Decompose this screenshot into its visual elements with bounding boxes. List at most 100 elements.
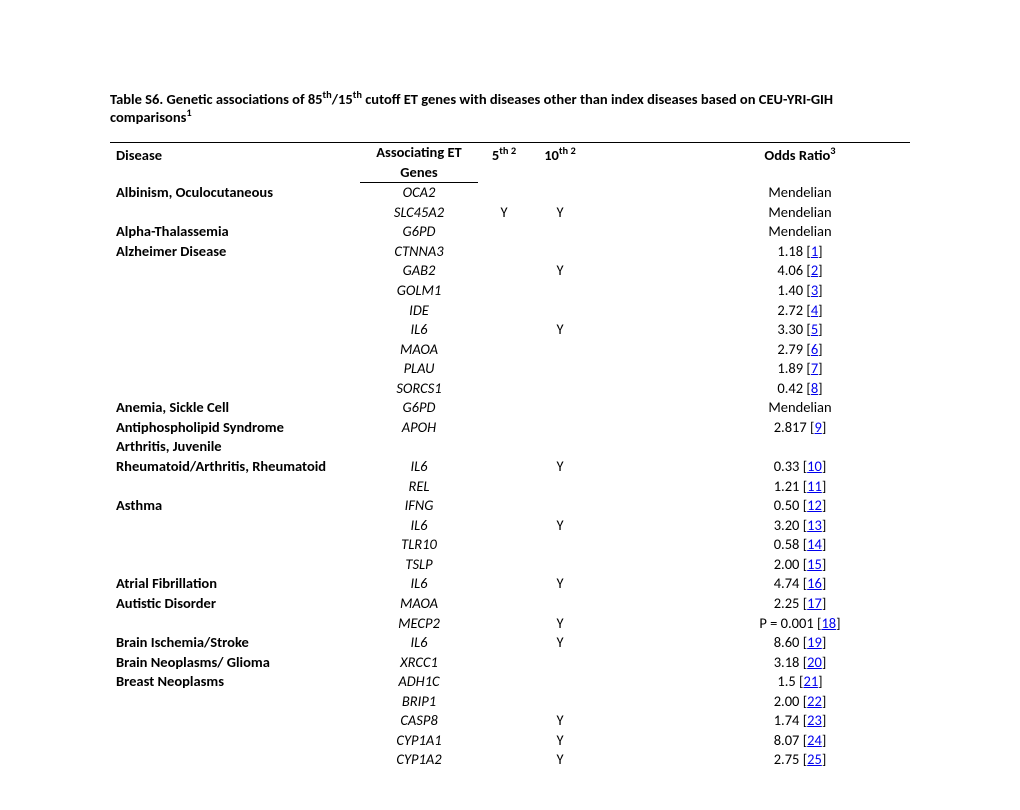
table-row: MECP2YP = 0.001 [18] [110, 614, 910, 634]
cell-5th [478, 555, 530, 575]
cell-disease [110, 555, 360, 575]
cell-5th [478, 653, 530, 673]
table-row: GOLM11.40 [3] [110, 281, 910, 301]
cell-10th [530, 183, 590, 203]
table-row: IL6Y3.20 [13] [110, 516, 910, 536]
reference-link[interactable]: 22 [807, 692, 822, 710]
odds-value: 1.21 [ [774, 477, 807, 495]
cell-disease [110, 477, 360, 497]
caption-sup-2: th [353, 88, 362, 101]
header-odds-val: Odds Ratio [764, 146, 830, 164]
cell-odds: Mendelian [690, 398, 910, 418]
table-row: Alpha-ThalassemiaG6PDMendelian [110, 222, 910, 242]
cell-10th [530, 242, 590, 262]
cell-odds: 1.21 [11] [690, 477, 910, 497]
reference-link[interactable]: 24 [807, 731, 822, 749]
reference-link[interactable]: 25 [807, 750, 822, 768]
cell-odds: 2.00 [15] [690, 555, 910, 575]
cell-spacer [590, 222, 690, 242]
reference-link[interactable]: 14 [807, 535, 822, 553]
cell-5th [478, 398, 530, 418]
cell-disease [110, 692, 360, 712]
odds-bracket-close: ] [818, 672, 822, 690]
cell-10th: Y [530, 614, 590, 634]
table-row: MAOA2.79 [6] [110, 340, 910, 360]
cell-spacer [590, 359, 690, 379]
cell-5th [478, 692, 530, 712]
cell-odds: 2.817 [9] [690, 418, 910, 438]
cell-5th [478, 261, 530, 281]
reference-link[interactable]: 12 [807, 496, 822, 514]
cell-5th [478, 672, 530, 692]
cell-spacer [590, 281, 690, 301]
cell-odds: 0.58 [14] [690, 535, 910, 555]
cell-gene: IL6 [360, 320, 478, 340]
cell-10th [530, 496, 590, 516]
reference-link[interactable]: 16 [807, 574, 822, 592]
reference-link[interactable]: 15 [807, 555, 822, 573]
cell-10th [530, 535, 590, 555]
table-row: Atrial FibrillationIL6Y4.74 [16] [110, 574, 910, 594]
cell-5th [478, 633, 530, 653]
reference-link[interactable]: 23 [807, 711, 822, 729]
table-row: Anemia, Sickle CellG6PDMendelian [110, 398, 910, 418]
cell-odds: P = 0.001 [18] [690, 614, 910, 634]
odds-value: 8.07 [ [774, 731, 807, 749]
cell-disease [110, 750, 360, 770]
odds-value: 1.18 [ [777, 242, 810, 260]
odds-value: 2.00 [ [774, 555, 807, 573]
table-row: BRIP12.00 [22] [110, 692, 910, 712]
header-10th-sup: th 2 [559, 144, 576, 157]
cell-spacer [590, 340, 690, 360]
reference-link[interactable]: 19 [807, 633, 822, 651]
cell-10th: Y [530, 516, 590, 536]
cell-odds: 3.20 [13] [690, 516, 910, 536]
cell-spacer [590, 653, 690, 673]
cell-gene: GAB2 [360, 261, 478, 281]
table-row: CYP1A1Y8.07 [24] [110, 731, 910, 751]
odds-bracket-close: ] [836, 614, 840, 632]
odds-bracket-close: ] [822, 418, 826, 436]
cell-spacer [590, 379, 690, 399]
data-table: Disease Associating ET 5th 2 10th 2 Odds… [110, 142, 910, 770]
cell-disease: Asthma [110, 496, 360, 516]
table-row: Autistic DisorderMAOA2.25 [17] [110, 594, 910, 614]
cell-gene: CTNNA3 [360, 242, 478, 262]
cell-5th [478, 281, 530, 301]
reference-link[interactable]: 20 [807, 653, 822, 671]
cell-10th [530, 418, 590, 438]
cell-10th: Y [530, 731, 590, 751]
header-5th: 5th 2 [478, 143, 530, 183]
table-row: Rheumatoid/Arthritis, RheumatoidIL6Y0.33… [110, 457, 910, 477]
caption-sup-3: 1 [186, 106, 191, 119]
cell-spacer [590, 203, 690, 223]
table-row: GAB2Y4.06 [2] [110, 261, 910, 281]
header-10th-val: 10 [544, 146, 559, 164]
table-row: PLAU1.89 [7] [110, 359, 910, 379]
cell-gene: MAOA [360, 340, 478, 360]
reference-link[interactable]: 9 [814, 418, 821, 436]
reference-link[interactable]: 13 [807, 516, 822, 534]
reference-link[interactable]: 17 [807, 594, 822, 612]
reference-link[interactable]: 21 [803, 672, 818, 690]
cell-spacer [590, 320, 690, 340]
caption-sup-1: th [323, 88, 332, 101]
reference-link[interactable]: 10 [807, 457, 822, 475]
cell-gene: REL [360, 477, 478, 497]
odds-value: 2.00 [ [774, 692, 807, 710]
reference-link[interactable]: 18 [821, 614, 836, 632]
reference-link[interactable]: 11 [807, 477, 822, 495]
cell-odds: 1.40 [3] [690, 281, 910, 301]
table-row: CASP8Y1.74 [23] [110, 711, 910, 731]
cell-gene [360, 437, 478, 457]
cell-spacer [590, 457, 690, 477]
cell-5th [478, 359, 530, 379]
cell-disease [110, 614, 360, 634]
cell-5th [478, 418, 530, 438]
table-row: Antiphospholipid SyndromeAPOH2.817 [9] [110, 418, 910, 438]
cell-odds: 3.18 [20] [690, 653, 910, 673]
cell-gene: IL6 [360, 457, 478, 477]
cell-disease [110, 301, 360, 321]
odds-value: 0.58 [ [774, 535, 807, 553]
table-row: Albinism, OculocutaneousOCA2Mendelian [110, 183, 910, 203]
